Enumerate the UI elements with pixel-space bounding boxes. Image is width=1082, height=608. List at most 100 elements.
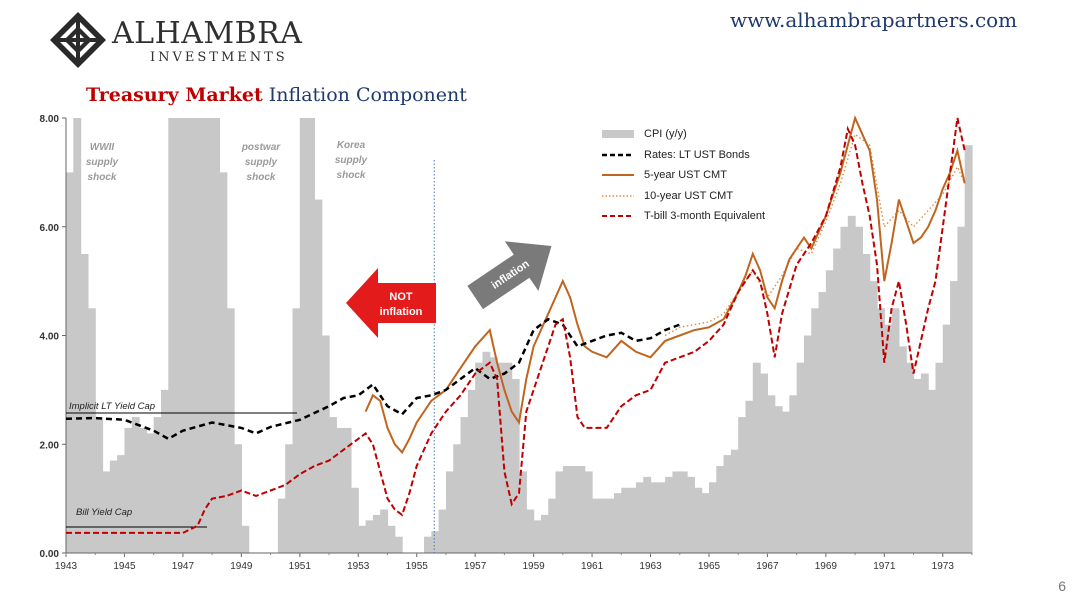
cpi-bar (789, 395, 798, 553)
cpi-bar (767, 395, 776, 553)
cpi-bar (825, 270, 834, 553)
brand-name: ALHAMBRA (112, 16, 303, 51)
cpi-bar (906, 362, 915, 553)
chart-title: Treasury Market Inflation Component (86, 84, 467, 106)
x-tick-label: 1961 (581, 561, 604, 572)
x-tick-label: 1973 (932, 561, 955, 572)
cpi-bar (679, 471, 688, 553)
korea-shock-label: Korea (337, 140, 366, 151)
cpi-bar (358, 525, 367, 553)
legend-label: CPI (y/y) (644, 128, 687, 141)
legend-swatch-cpi (602, 130, 634, 139)
wwii-shock-label: WWII (90, 142, 115, 153)
cpi-bar (657, 482, 666, 553)
cpi-bar (102, 471, 111, 553)
x-tick-label: 1955 (406, 561, 429, 572)
cpi-bar (431, 531, 440, 553)
cpi-bar (467, 389, 476, 553)
cpi-bar (438, 509, 447, 553)
cpi-bar (738, 417, 747, 553)
cpi-bar (146, 433, 155, 553)
cpi-bar (182, 118, 191, 553)
cpi-bar (592, 498, 600, 553)
series-lt-bonds-line (65, 317, 681, 441)
cpi-bar (957, 226, 966, 553)
x-tick-label: 1963 (639, 561, 662, 572)
chart-legend: CPI (y/y) Rates: LT UST Bonds 5-year UST… (600, 124, 765, 227)
cpi-bar (833, 248, 842, 553)
legend-swatch-lt-bonds (602, 153, 634, 156)
cpi-bar (730, 449, 739, 553)
cpi-bar (139, 427, 147, 553)
x-tick-label: 1949 (230, 561, 253, 572)
cpi-bar (811, 308, 820, 553)
chart-title-part1: Treasury Market (86, 84, 263, 106)
not-inflation-label: inflation (380, 306, 423, 318)
cpi-bar (928, 389, 937, 553)
cpi-bar (774, 406, 783, 553)
x-tick-label: 1945 (113, 561, 136, 572)
cpi-bar (665, 476, 674, 553)
legend-item-tbill: T-bill 3-month Equivalent (600, 206, 765, 227)
bill-yield-cap-label: Bill Yield Cap (76, 507, 132, 518)
cpi-bar (350, 487, 359, 553)
legend-swatch-10yr (602, 195, 634, 197)
cpi-bar (577, 466, 586, 553)
cpi-bar (555, 471, 564, 553)
cpi-bar (307, 118, 316, 553)
cpi-bar (343, 427, 352, 553)
cpi-bar (613, 493, 622, 553)
cpi-bar (760, 373, 769, 553)
cpi-bar (635, 482, 644, 553)
cpi-bar (394, 536, 403, 553)
website-url[interactable]: www.alhambrapartners.com (730, 8, 1018, 32)
legend-swatch-5yr (602, 174, 634, 177)
cpi-bar (241, 525, 250, 553)
cpi-bar (884, 324, 893, 553)
legend-swatch-tbill (602, 215, 634, 218)
cpi-bar (650, 482, 659, 553)
cpi-bar (124, 427, 133, 553)
cpi-bar (153, 417, 162, 553)
cpi-bar (87, 308, 96, 553)
cpi-bar (380, 509, 389, 553)
cpi-bar (752, 362, 761, 553)
cpi-bar (336, 427, 345, 553)
y-tick-label: 0.00 (40, 549, 60, 560)
legend-item-10yr: 10-year UST CMT (600, 186, 765, 207)
cpi-bar (621, 487, 630, 553)
cpi-bar (424, 536, 432, 553)
cpi-bar (526, 509, 535, 553)
cpi-bar (475, 362, 484, 553)
y-tick-label: 8.00 (40, 114, 60, 125)
cpi-bar (489, 357, 498, 553)
cpi-bar (942, 324, 951, 553)
cpi-bar (584, 471, 593, 553)
cpi-bar (796, 362, 805, 553)
lt-yield-cap-label: Implicit LT Yield Cap (69, 401, 155, 412)
korea-shock-label: supply (335, 155, 368, 166)
cpi-bar (190, 118, 199, 553)
x-tick-label: 1967 (756, 561, 779, 572)
legend-item-lt-bonds: Rates: LT UST Bonds (600, 145, 765, 166)
cpi-bar (562, 466, 571, 553)
cpi-bar (847, 215, 856, 553)
cpi-bar (840, 226, 849, 553)
chart-title-part2: Inflation Component (268, 84, 467, 106)
legend-item-cpi: CPI (y/y) (600, 124, 765, 145)
cpi-bar (920, 373, 929, 553)
cpi-bar (365, 520, 374, 553)
legend-label: Rates: LT UST Bonds (644, 148, 750, 161)
y-tick-label: 2.00 (40, 440, 60, 451)
cpi-bar (950, 281, 958, 553)
cpi-bar (329, 417, 337, 553)
cpi-bar (321, 335, 330, 553)
x-tick-label: 1951 (289, 561, 312, 572)
cpi-bar (299, 118, 308, 553)
cpi-bar (599, 498, 608, 553)
x-tick-label: 1943 (55, 561, 78, 572)
cpi-bar (913, 379, 922, 553)
wwii-shock-label: shock (88, 172, 117, 183)
not-inflation-label: NOT (389, 291, 413, 303)
x-tick-label: 1953 (347, 561, 370, 572)
